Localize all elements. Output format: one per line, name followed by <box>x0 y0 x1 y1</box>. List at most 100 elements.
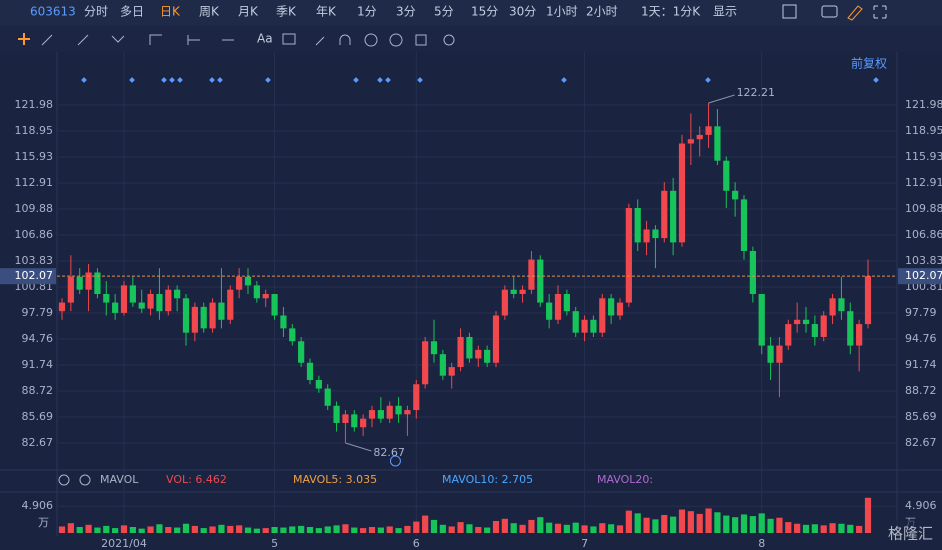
close-icon[interactable] <box>79 474 91 486</box>
y-tick-label: 109.88 <box>905 202 942 215</box>
volume-bar <box>439 524 446 533</box>
checkbox[interactable] <box>782 4 797 19</box>
volume-bar <box>430 519 438 533</box>
candle-body <box>492 315 500 363</box>
y-tick-label: 85.69 <box>22 410 54 423</box>
high-label: 122.21 <box>737 86 776 99</box>
period[interactable]: 年K <box>316 5 337 19</box>
period[interactable]: 1分 <box>357 5 377 19</box>
y-tick-label: 109.88 <box>15 202 54 215</box>
candle-body <box>422 341 429 385</box>
volume-bar <box>652 519 659 533</box>
last-price-label: 102.07 <box>15 269 54 282</box>
period[interactable]: 1小时 <box>546 5 578 19</box>
text-tool[interactable]: Aa <box>257 32 273 46</box>
volume-bar <box>289 526 296 533</box>
volume-bar <box>616 525 624 533</box>
period[interactable]: 多日 <box>120 5 144 19</box>
volume-bar <box>749 516 756 533</box>
adjust-mode[interactable]: 前复权 <box>851 56 887 71</box>
candle-body <box>333 405 340 423</box>
candle-body <box>581 319 588 333</box>
drawing-tools[interactable] <box>41 33 455 47</box>
fullscreen-icon[interactable] <box>873 5 887 19</box>
y-tick-label: 121.98 <box>15 98 54 111</box>
candle-body <box>537 259 544 303</box>
period[interactable]: 5分 <box>434 5 454 19</box>
volume-legend: MAVOL20: <box>597 473 653 486</box>
candle-body <box>76 276 83 290</box>
candle-body <box>501 289 508 316</box>
volume-bar <box>661 515 668 533</box>
candle-body <box>377 410 384 419</box>
volume-bar <box>85 524 92 533</box>
candle-body <box>519 289 526 294</box>
period[interactable]: 30分 <box>509 5 536 19</box>
pen-icon[interactable] <box>847 5 863 21</box>
candle-body <box>174 289 181 299</box>
candle-body <box>643 229 650 243</box>
candle-body <box>625 208 632 303</box>
period[interactable]: 季K <box>276 5 297 19</box>
volume-bar <box>386 526 393 533</box>
volume-indicator-name[interactable]: MAVOL <box>100 473 139 486</box>
camera-icon[interactable] <box>821 5 838 18</box>
volume-bar <box>120 525 128 533</box>
volume-tick-label: 4.906 <box>905 499 937 512</box>
volume-bar <box>165 527 172 533</box>
candle-body <box>156 293 163 312</box>
candle-body <box>864 276 872 325</box>
volume-bar <box>581 525 588 533</box>
period[interactable]: 3分 <box>396 5 416 19</box>
volume-bar <box>253 528 260 533</box>
candle-body <box>732 190 739 200</box>
candle-body <box>563 293 570 312</box>
candle-body <box>758 293 765 346</box>
candle-body <box>191 306 198 333</box>
candle-body <box>439 354 446 376</box>
settings-icon[interactable] <box>58 474 70 486</box>
move-tool[interactable] <box>18 33 30 45</box>
display-menu[interactable]: 显示 <box>713 5 737 19</box>
period[interactable]: 2小时 <box>586 5 618 19</box>
note-tool[interactable] <box>282 33 296 45</box>
volume-unit: 万 <box>38 516 49 529</box>
y-tick-label: 112.91 <box>905 176 942 189</box>
watermark: 格隆汇 <box>888 525 933 543</box>
volume-bar <box>306 527 314 533</box>
toolbar-bg <box>0 0 942 26</box>
drawing-toolbar-bg <box>0 26 942 52</box>
candle-body <box>811 324 818 337</box>
volume-bar <box>510 523 517 533</box>
period-active[interactable]: 日K <box>160 5 181 19</box>
y-tick-label: 91.74 <box>22 358 54 371</box>
low-label: 82.67 <box>373 446 405 459</box>
period[interactable]: 月K <box>238 5 259 19</box>
range-select[interactable]: 1天：1分K <box>641 5 701 19</box>
last-price-box <box>898 268 942 285</box>
period[interactable]: 分时 <box>84 5 108 19</box>
period[interactable]: 15分 <box>471 5 498 19</box>
candle-body <box>838 298 845 312</box>
candle-body <box>572 311 579 333</box>
volume-bar <box>687 511 694 533</box>
event-dot <box>385 77 391 83</box>
event-dot <box>81 77 87 83</box>
candle-body <box>129 285 136 303</box>
volume-bar <box>218 524 225 533</box>
volume-bar <box>413 521 420 533</box>
event-dot <box>209 77 215 83</box>
candle-body <box>723 160 730 191</box>
candle-body <box>785 324 792 346</box>
volume-bar <box>147 526 154 533</box>
stock-code[interactable]: 603613 <box>30 5 76 19</box>
volume-bar <box>802 524 810 533</box>
volume-bar <box>847 524 854 533</box>
volume-bar <box>811 524 818 533</box>
volume-bar <box>324 526 331 533</box>
period[interactable]: 周K <box>199 5 220 19</box>
candle-body <box>475 349 482 359</box>
volume-bar <box>351 527 358 533</box>
candle-body <box>324 388 331 406</box>
